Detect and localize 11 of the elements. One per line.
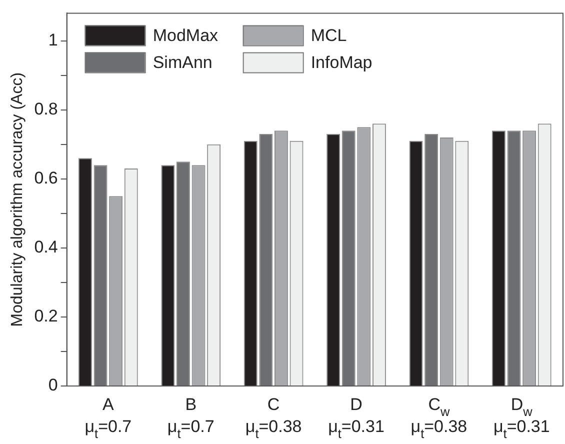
y-axis-title: Modularity algorithm accuracy (Acc) [9,72,26,327]
legend-label: ModMax [152,26,219,45]
y-tick-label: 0.4 [34,238,58,257]
y-tick-label: 0.6 [34,168,58,188]
y-tick-label: 0 [48,376,58,395]
legend-label: SimAnn [152,52,212,72]
y-tick-label: 0.8 [34,100,58,119]
y-tick-label: 1 [48,30,58,50]
y-tick-label: 0.2 [34,306,58,326]
legend-label: MCL [310,26,347,45]
legend-label: InfoMap [310,52,372,72]
